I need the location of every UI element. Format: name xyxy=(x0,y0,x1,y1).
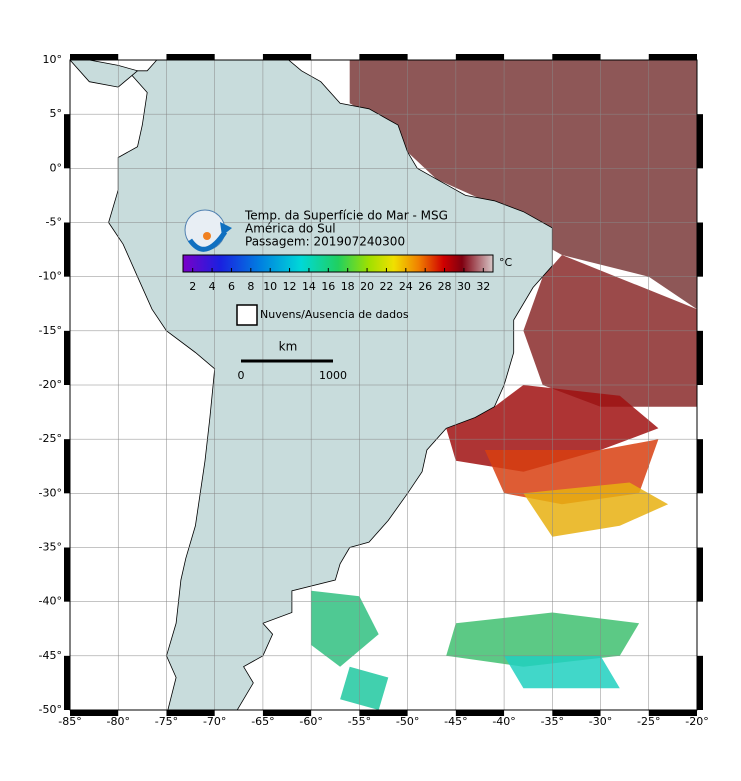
border-segment xyxy=(262,710,312,716)
border-segment xyxy=(262,54,312,60)
border-segment xyxy=(166,710,215,716)
colorbar-tick-label: 10 xyxy=(263,280,277,293)
y-tick-label: -35° xyxy=(39,541,62,554)
border-segment xyxy=(697,330,703,385)
y-tick-label: -50° xyxy=(39,703,62,716)
y-tick-label: 0° xyxy=(50,161,63,174)
y-tick-label: 10° xyxy=(43,53,63,66)
x-tick-label: -50° xyxy=(396,715,419,728)
border-segment xyxy=(70,710,119,716)
x-tick-label: -25° xyxy=(637,715,660,728)
border-segment xyxy=(64,547,70,602)
y-tick-label: -30° xyxy=(39,486,62,499)
colorbar-tick-label: 28 xyxy=(438,280,452,293)
border-segment xyxy=(455,710,505,716)
legend-swatch xyxy=(236,304,258,326)
y-tick-label: -15° xyxy=(39,324,62,337)
x-tick-label: -20° xyxy=(685,715,708,728)
colorbar-unit: °C xyxy=(499,256,513,269)
colorbar-tick-label: 20 xyxy=(360,280,374,293)
border-segment xyxy=(648,710,697,716)
border-segment xyxy=(697,439,703,494)
colorbar-tick-label: 16 xyxy=(321,280,335,293)
sst-patch xyxy=(340,666,389,710)
x-tick-label: -85° xyxy=(58,715,81,728)
colorbar-tick-label: 6 xyxy=(228,280,235,293)
border-segment xyxy=(552,54,601,60)
scale-unit: km xyxy=(279,340,298,354)
colorbar-tick-label: 32 xyxy=(476,280,490,293)
land xyxy=(70,60,139,88)
frame-border xyxy=(64,54,703,716)
border-segment xyxy=(697,222,703,277)
y-tick-label: -25° xyxy=(39,432,62,445)
x-tick-label: -45° xyxy=(444,715,467,728)
map-area xyxy=(70,60,697,710)
sst-patch xyxy=(523,482,669,537)
y-tick-label: -5° xyxy=(46,216,62,229)
colorbar-tick-label: 8 xyxy=(247,280,254,293)
y-tick-label: -10° xyxy=(39,270,62,283)
sst-patch xyxy=(446,612,640,667)
scale-label: 0 xyxy=(238,369,245,382)
legend-label: Nuvens/Ausencia de dados xyxy=(260,308,409,321)
title: Temp. da Superfície do Mar - MSG xyxy=(244,209,448,223)
x-tick-label: -75° xyxy=(155,715,178,728)
y-tick-label: -40° xyxy=(39,595,62,608)
x-tick-label: -65° xyxy=(251,715,274,728)
colorbar-tick-label: 14 xyxy=(302,280,316,293)
border-segment xyxy=(64,439,70,494)
region: América do Sul xyxy=(245,222,336,236)
border-segment xyxy=(64,114,70,169)
border-segment xyxy=(70,54,119,60)
x-tick-label: -70° xyxy=(203,715,226,728)
colorbar xyxy=(182,254,494,273)
x-tick-label: -40° xyxy=(492,715,515,728)
border-segment xyxy=(697,547,703,602)
colorbar-tick-label: 30 xyxy=(457,280,471,293)
border-segment xyxy=(697,655,703,710)
colorbar-tick-label: 12 xyxy=(283,280,297,293)
logo xyxy=(184,209,232,252)
x-tick-label: -55° xyxy=(348,715,371,728)
scale-label: 1000 xyxy=(319,369,347,382)
border-segment xyxy=(697,114,703,169)
colorbar-tick-label: 26 xyxy=(418,280,432,293)
x-tick-label: -35° xyxy=(541,715,564,728)
y-tick-label: -45° xyxy=(39,649,62,662)
border-segment xyxy=(359,710,408,716)
border-segment xyxy=(552,710,601,716)
border-segment xyxy=(359,54,408,60)
x-tick-label: -60° xyxy=(299,715,322,728)
pass: Passagem: 201907240300 xyxy=(245,235,405,249)
y-tick-label: -20° xyxy=(39,378,62,391)
y-tick-label: 5° xyxy=(50,107,63,120)
colorbar-tick-label: 18 xyxy=(341,280,355,293)
sst-patch xyxy=(349,60,697,310)
border-segment xyxy=(64,655,70,710)
sst-patch xyxy=(311,590,379,667)
colorbar-tick-label: 24 xyxy=(399,280,413,293)
x-tick-label: -30° xyxy=(589,715,612,728)
border-segment xyxy=(648,54,697,60)
border-segment xyxy=(166,54,215,60)
x-tick-label: -80° xyxy=(106,715,129,728)
border-segment xyxy=(64,330,70,385)
sst-patch xyxy=(504,655,620,689)
border-segment xyxy=(64,222,70,277)
colorbar-tick-label: 22 xyxy=(379,280,393,293)
border-segment xyxy=(455,54,505,60)
colorbar-tick-label: 4 xyxy=(209,280,216,293)
colorbar-tick-label: 2 xyxy=(189,280,196,293)
